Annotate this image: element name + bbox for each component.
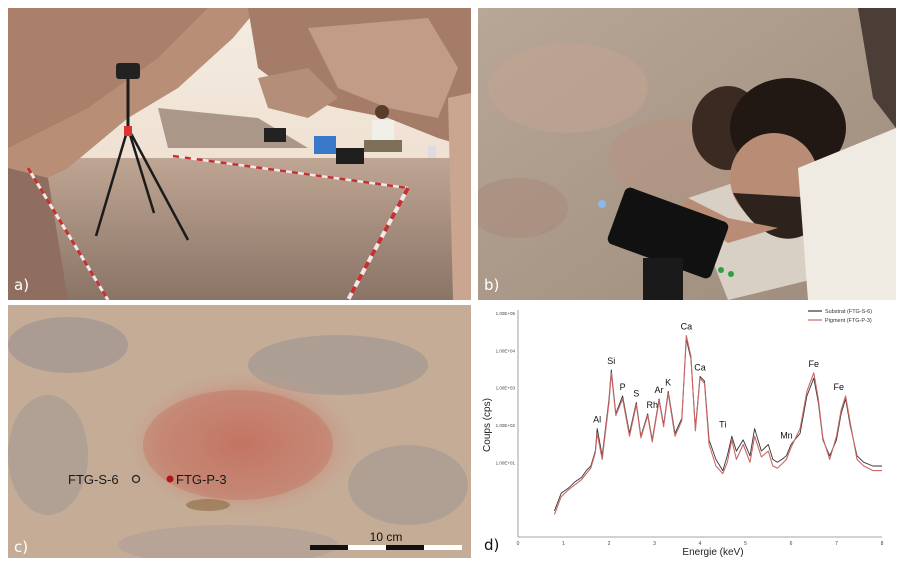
y-tick-label: 1.00E+05 xyxy=(496,311,516,316)
x-axis-title: Energie (keV) xyxy=(682,547,743,558)
x-tick-label: 6 xyxy=(790,541,793,547)
y-axis-title: Coups (cps) xyxy=(482,398,493,452)
pigment-point-label: FTG-P-3 xyxy=(176,472,227,487)
photo-panel-a: a) xyxy=(8,8,471,300)
x-tick-label: 1 xyxy=(562,541,565,547)
legend-label: Substrat (FTG-S-6) xyxy=(825,309,872,315)
peak-label: Mn xyxy=(780,431,793,441)
field-site-photo xyxy=(8,8,471,300)
x-tick-label: 0 xyxy=(517,541,520,547)
substrate-point-label: FTG-S-6 xyxy=(68,472,119,487)
measurement-photo xyxy=(478,8,896,300)
chart-panel-d: 1.00E+01 1.00E+02 1.00E+03 1.00E+04 1.00E+05… xyxy=(478,305,896,558)
x-tick-label: 2 xyxy=(608,541,611,547)
y-tick-label: 1.00E+02 xyxy=(496,423,516,428)
panel-label-d: d) xyxy=(484,536,500,554)
y-tick-label: 1.00E+03 xyxy=(496,386,516,391)
panel-label-c: c) xyxy=(14,538,29,556)
peak-label: P xyxy=(620,382,626,392)
x-tick-label: 4 xyxy=(699,541,702,547)
panel-label-b: b) xyxy=(484,276,500,294)
rock-art-photo: FTG-S-6 FTG-P-3 10 cm xyxy=(8,305,471,558)
peak-label: Ar xyxy=(655,385,664,395)
scale-bar-label: 10 cm xyxy=(370,530,403,544)
photo-panel-b: b) xyxy=(478,8,896,300)
peak-label: Al xyxy=(593,415,601,425)
peak-label: Ca xyxy=(681,321,693,331)
peak-label: S xyxy=(633,389,639,399)
x-tick-label: 8 xyxy=(881,541,884,547)
panel-label-a: a) xyxy=(14,276,30,294)
y-tick-labels: 1.00E+01 1.00E+02 1.00E+03 1.00E+04 1.00E+05 xyxy=(496,311,516,465)
x-tick-label: 3 xyxy=(653,541,656,547)
peak-label: K xyxy=(665,377,671,387)
peak-label: Fe xyxy=(834,382,845,392)
peak-label: Ti xyxy=(719,419,726,429)
xrf-spectrum-chart: 1.00E+01 1.00E+02 1.00E+03 1.00E+04 1.00E+05… xyxy=(482,309,884,558)
peak-annotations: Al Si PS Rh ArK Ca Ca Ti Mn Fe Fe xyxy=(593,321,844,440)
x-tick-labels: 0 1 2 3 4 5 6 7 8 xyxy=(517,541,884,547)
series-line xyxy=(553,334,882,515)
x-tick-label: 7 xyxy=(835,541,838,547)
peak-label: Rh xyxy=(646,400,658,410)
y-tick-label: 1.00E+01 xyxy=(496,460,516,465)
peak-label: Fe xyxy=(808,359,819,369)
substrate-point-marker xyxy=(131,474,141,484)
scale-bar: 10 cm xyxy=(310,530,462,550)
series-lines xyxy=(553,334,882,515)
y-tick-label: 1.00E+04 xyxy=(496,348,516,353)
pigment-point-marker xyxy=(166,475,174,483)
x-tick-label: 5 xyxy=(744,541,747,547)
peak-label: Ca xyxy=(694,362,706,372)
chart-legend: Substrat (FTG-S-6) Pigment (FTG-P-3) xyxy=(808,309,872,324)
photo-panel-c: FTG-S-6 FTG-P-3 10 cm c) xyxy=(8,305,471,558)
peak-label: Si xyxy=(607,356,615,366)
legend-label: Pigment (FTG-P-3) xyxy=(825,318,872,324)
